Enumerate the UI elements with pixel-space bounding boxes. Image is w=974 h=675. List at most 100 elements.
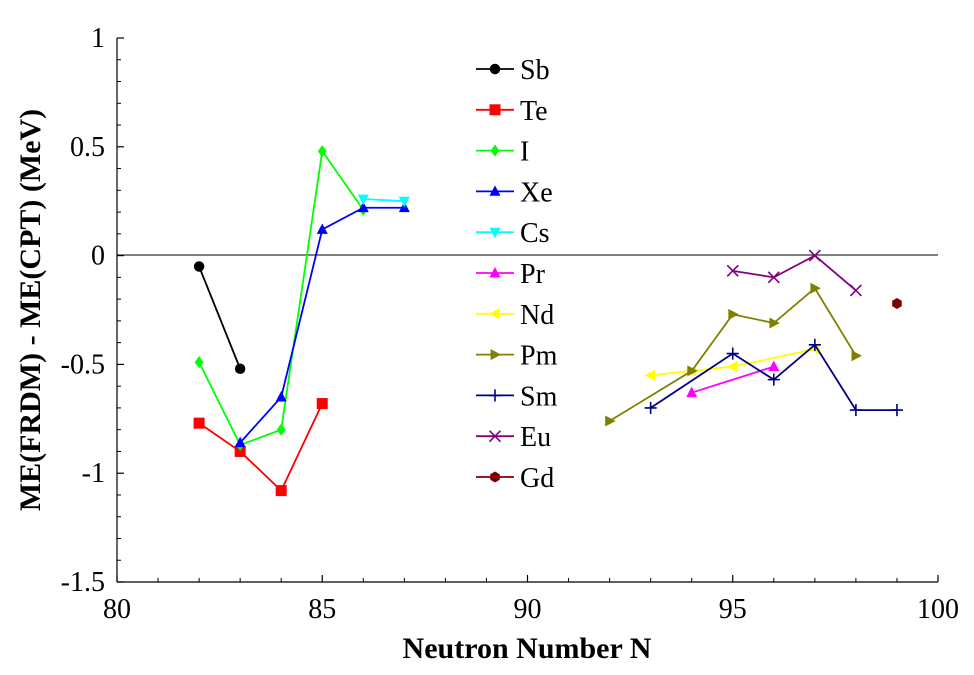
data-point [194,356,204,369]
data-point [316,223,328,234]
legend-item-cs: Cs [476,218,550,249]
legend-label: Sb [520,55,550,86]
legend-item-eu: Eu [476,422,551,453]
data-point [275,485,287,497]
legend-marker [488,389,502,402]
y-axis-title: ME(FRDM) - ME(CPT) (MeV) [14,109,47,511]
data-point [769,317,780,329]
series-line [363,198,405,203]
data-point [317,145,327,158]
legend-marker [489,266,501,278]
data-point [357,201,369,213]
x-tick-label: 80 [103,594,131,625]
legend-label: Pm [520,341,558,372]
data-point [726,347,739,360]
x-axis-title: Neutron Number N [403,632,652,665]
legend-item-sm: Sm [476,381,558,412]
y-tick-label: -1.5 [61,567,105,598]
series-line [609,286,857,422]
data-point [767,271,780,284]
axis-ticks: 80 85 90 95 100 1 0.5 0 -0.5 -1 -1.5 [61,23,959,625]
y-tick-label: 1 [91,23,105,54]
legend-label: Gd [520,463,554,494]
series-pm [605,282,862,427]
legend-marker [488,430,502,443]
legend-label: Eu [520,422,551,453]
data-point [808,338,821,351]
x-tick-label: 100 [917,594,959,625]
data-point [193,417,205,429]
series-line [198,403,324,493]
data-point [357,194,369,206]
legend-marker [490,144,500,157]
x-tick-label: 90 [514,594,542,625]
series-line [650,343,897,411]
legend-label: Pr [520,259,546,290]
data-point [810,282,821,294]
series-sm [644,338,903,417]
data-point [644,401,657,414]
y-tick-label: 0.5 [70,132,105,163]
legend-marker [490,349,502,361]
legend-marker [489,185,501,196]
data-point [728,308,739,320]
x-tick-label: 85 [308,594,336,625]
data-point [687,365,698,377]
data-point [726,361,738,373]
series-xe [234,201,410,448]
legend-label: Xe [520,177,553,208]
data-point [644,369,656,381]
legend-marker [490,471,500,483]
data-point [726,264,739,277]
data-point [767,373,780,386]
data-point [851,350,862,362]
data-point [605,415,616,427]
data-point [808,249,821,262]
y-tick-label: -1 [82,458,105,489]
series-layer [193,145,903,497]
legend-item-i: I [476,137,529,168]
legend-marker [488,308,500,320]
legend-item-te: Te [476,96,548,127]
data-point [276,423,286,436]
y-tick-label: -0.5 [61,349,105,380]
legend-item-xe: Xe [476,177,553,208]
legend-label: Cs [520,218,550,249]
legend-label: Sm [520,381,558,412]
series-gd [892,297,902,309]
data-point [849,404,862,417]
legend-marker [489,104,501,116]
data-point [890,404,903,417]
x-tick-label: 95 [719,594,747,625]
legend-label: Nd [520,300,554,331]
legend-item-pm: Pm [476,341,558,372]
data-point [768,360,780,371]
legend-item-pr: Pr [476,259,546,290]
series-line [198,266,241,370]
legend-label: I [520,137,529,168]
data-point [892,297,902,309]
legend-item-nd: Nd [476,300,554,331]
series-te [193,398,328,497]
data-point [234,363,246,374]
series-line [650,348,816,377]
legend-marker [489,227,501,239]
series-cs [357,194,410,208]
data-point [275,390,287,402]
data-point [316,398,328,410]
legend: Sb Te I Xe Cs Pr Nd Pm Sm Eu Gd [476,55,558,494]
series-sb [193,261,246,374]
legend-marker [489,63,501,75]
data-point [398,196,410,208]
legend-label: Te [520,96,548,127]
data-point [686,386,698,398]
data-point [193,261,205,272]
data-point [234,436,246,448]
legend-item-gd: Gd [476,463,554,494]
series-i [194,145,368,451]
legend-item-sb: Sb [476,55,550,86]
y-tick-label: 0 [91,241,105,272]
series-eu [726,249,862,297]
series-line [732,254,857,292]
